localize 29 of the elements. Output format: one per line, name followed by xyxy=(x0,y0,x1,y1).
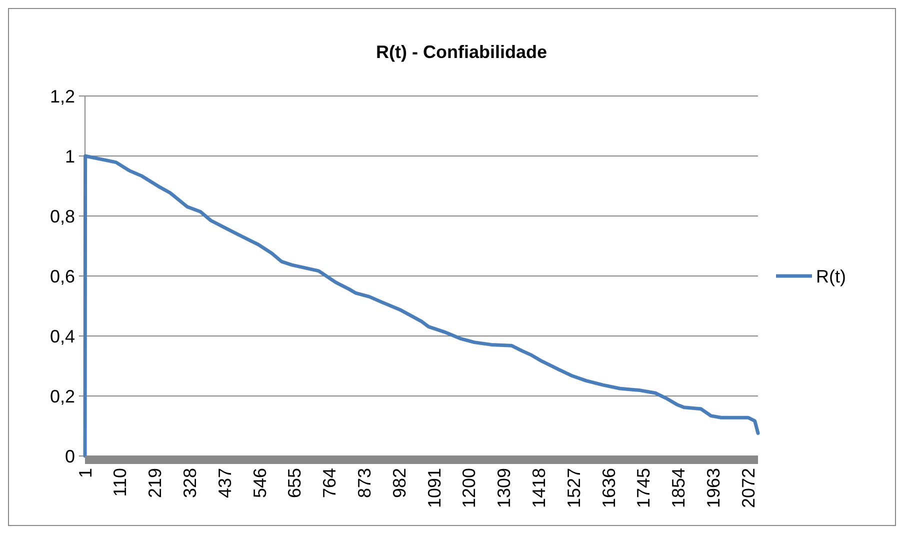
chart-title: R(t) - Confiabilidade xyxy=(376,42,547,62)
x-tick-label: 1527 xyxy=(564,468,584,508)
y-tick-label: 0,4 xyxy=(50,326,75,346)
y-tick-label: 0,8 xyxy=(50,206,75,226)
x-tick-label: 328 xyxy=(180,468,200,498)
x-tick-label: 1 xyxy=(75,468,96,478)
x-tick-label: 546 xyxy=(250,468,270,498)
x-tick-label: 1636 xyxy=(598,468,619,508)
x-tick-label: 764 xyxy=(320,468,340,498)
x-tick-label: 1854 xyxy=(668,468,689,508)
y-tick-label: 1 xyxy=(64,146,75,166)
legend-label: R(t) xyxy=(816,266,846,286)
x-tick-label: 655 xyxy=(284,468,305,498)
x-tick-label: 873 xyxy=(354,468,374,498)
x-tick-label: 1309 xyxy=(494,468,514,508)
x-tick-label: 1745 xyxy=(634,468,654,508)
y-tick-label: 0,6 xyxy=(50,266,75,286)
x-tick-label: 1963 xyxy=(703,468,724,508)
x-tick-label: 2072 xyxy=(738,468,758,508)
x-tick-label: 982 xyxy=(389,468,410,498)
y-tick-label: 0,2 xyxy=(50,386,75,406)
x-tick-label: 219 xyxy=(145,468,166,498)
x-tick-label: 110 xyxy=(110,468,130,497)
x-tick-label: 437 xyxy=(214,468,235,498)
x-tick-label: 1200 xyxy=(459,468,480,508)
x-tick-label: 1418 xyxy=(528,468,549,508)
y-tick-label: 1,2 xyxy=(50,86,75,106)
y-tick-label: 0 xyxy=(64,446,75,466)
x-tick-label: 1091 xyxy=(424,468,444,508)
